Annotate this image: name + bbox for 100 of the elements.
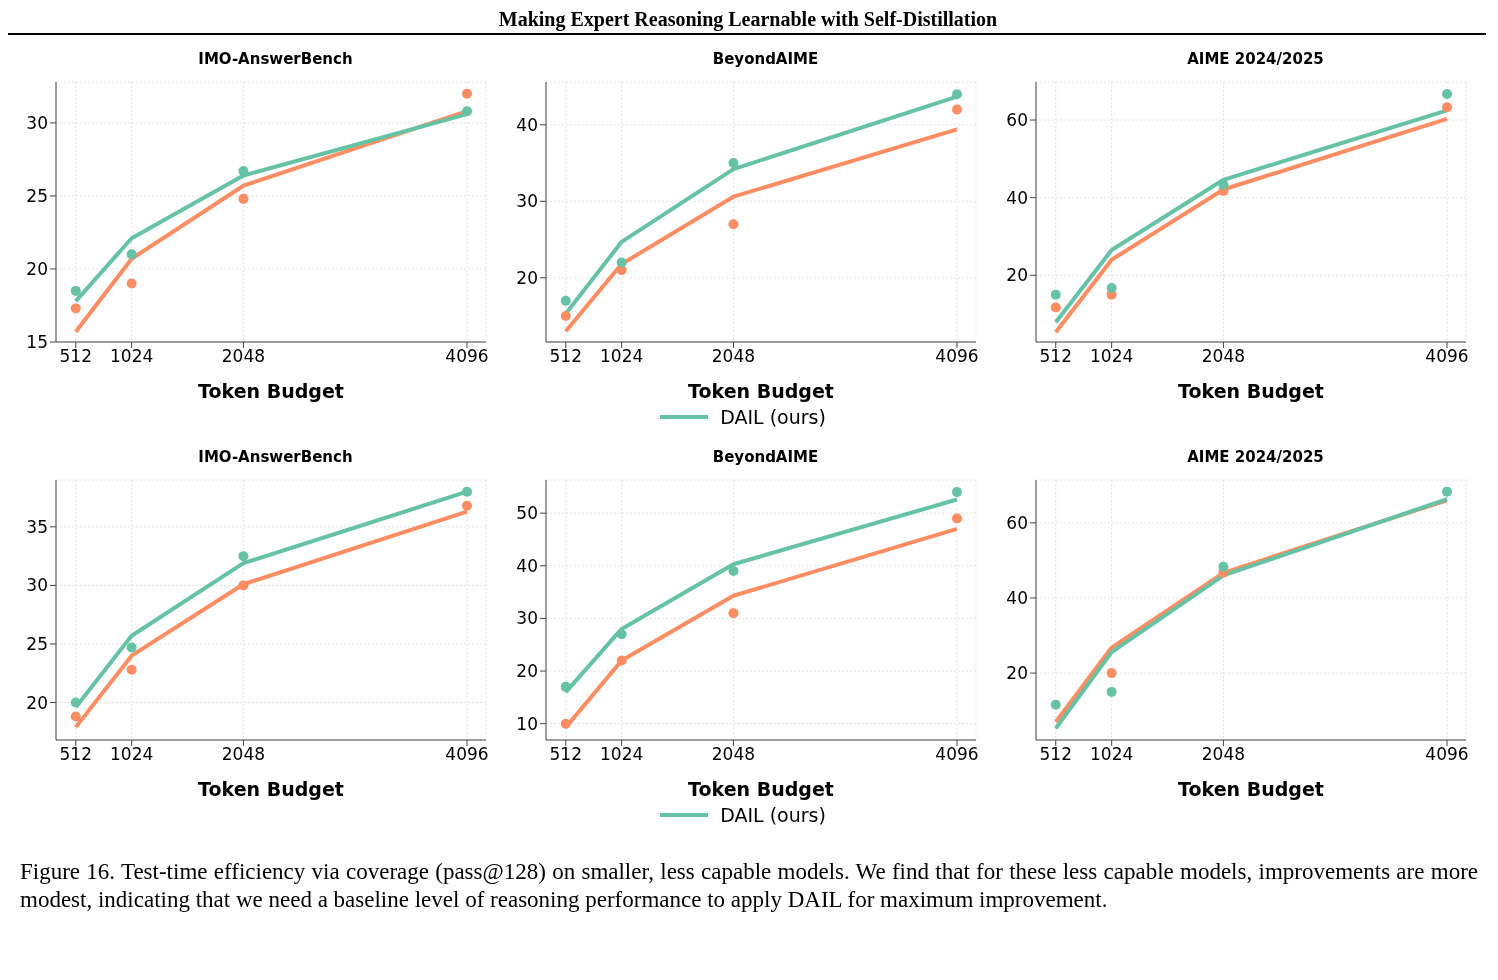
x-tick-label: 2048 [221,346,266,367]
point [462,106,473,117]
y-tick-label: 25 [26,185,48,206]
x-tick-label: 2048 [221,744,266,765]
chart-title: AIME 2024/2025 [1186,448,1325,466]
x-tick-label: 512 [549,346,582,367]
chart-title: AIME 2024/2025 [1186,50,1325,68]
x-tick-label: 512 [59,346,92,367]
x-tick-label: 1024 [110,744,154,765]
y-tick-label: 50 [516,503,538,524]
x-tick-label: 1024 [1090,346,1134,367]
point [616,629,627,640]
point [70,285,81,296]
point [1442,89,1453,100]
y-tick-label: 20 [26,692,48,713]
point [238,193,249,204]
point [728,566,739,577]
point [1442,102,1453,113]
point [952,487,963,498]
y-tick-label: 20 [516,267,538,288]
point [1218,561,1229,572]
x-tick-label: 1024 [600,744,644,765]
chart-title: BeyondAIME [711,50,820,68]
point [952,89,963,100]
point [728,219,739,230]
y-tick-label: 40 [1006,588,1028,609]
point [70,711,81,722]
point [1050,699,1061,710]
x-tick-label: 4096 [1425,346,1469,367]
point [462,500,473,511]
point [560,681,571,692]
chart-title: BeyondAIME [711,448,820,466]
y-tick-label: 60 [1006,512,1028,533]
point [1106,668,1117,679]
x-tick-label: 2048 [1201,744,1246,765]
x-tick-label: 1024 [1090,744,1134,765]
y-tick-label: 40 [1006,187,1028,208]
y-tick-label: 40 [516,114,538,135]
chart-title: IMO-AnswerBench [197,50,354,68]
point [952,513,963,524]
x-tick-label: 512 [549,744,582,765]
chart-title: IMO-AnswerBench [197,448,354,466]
line-series [563,127,960,334]
point [616,257,627,268]
point [560,295,571,306]
point [728,608,739,619]
y-tick-label: 10 [516,713,538,734]
y-tick-label: 30 [26,112,48,133]
y-tick-label: 20 [1006,265,1028,286]
x-tick-label: 2048 [1201,346,1246,367]
point [1050,302,1061,313]
y-tick-label: 15 [26,332,48,353]
y-tick-label: 20 [1006,663,1028,684]
x-tick-label: 4096 [445,346,489,367]
legend-label: DAIL (ours) [720,804,826,826]
x-axis-title: Token Budget [688,380,834,402]
legend-label: DAIL (ours) [720,406,826,428]
x-tick-label: 512 [1039,744,1072,765]
point [1050,289,1061,300]
x-tick-label: 512 [1039,346,1072,367]
y-tick-label: 35 [26,516,48,537]
x-tick-label: 512 [59,744,92,765]
x-axis-title: Token Budget [198,380,344,402]
point [126,642,137,653]
x-axis-title: Token Budget [1178,380,1324,402]
point [728,158,739,169]
x-tick-label: 4096 [445,744,489,765]
y-tick-label: 40 [516,555,538,576]
point [560,718,571,729]
point [126,278,137,289]
x-tick-label: 1024 [600,346,644,367]
x-tick-label: 4096 [1425,744,1469,765]
text: Making Expert Reasoning Learnable with Self-Distillation [8,8,1488,35]
point [462,486,473,497]
point [1106,283,1117,294]
y-tick-label: 20 [516,661,538,682]
x-axis-title: Token Budget [198,778,344,800]
point [126,664,137,675]
y-tick-label: 25 [26,634,48,654]
x-tick-label: 2048 [711,744,756,765]
point [70,697,81,708]
point [560,311,571,321]
y-tick-label: 30 [516,608,538,629]
point [616,655,627,666]
point [70,303,81,314]
point [238,580,249,591]
caption: Figure 16. Test-time efficiency via coverage (pass@128) on smaller, less capable models. We find that for these less capable models, improvements are more modest, indicating that we need a baseline level of reasoning performance to apply DAIL for maximum improvement. [20,858,1478,914]
point [238,551,249,562]
y-tick-label: 20 [26,259,48,279]
point [1106,686,1117,697]
x-tick-label: 4096 [935,744,979,765]
y-tick-label: 30 [26,575,48,596]
y-tick-label: 60 [1006,110,1028,131]
point [952,104,963,115]
point [126,249,137,260]
y-tick-label: 30 [516,191,538,212]
x-axis-title: Token Budget [1178,778,1324,800]
x-tick-label: 1024 [110,346,154,367]
x-tick-label: 4096 [935,346,979,367]
x-tick-label: 2048 [711,346,756,367]
